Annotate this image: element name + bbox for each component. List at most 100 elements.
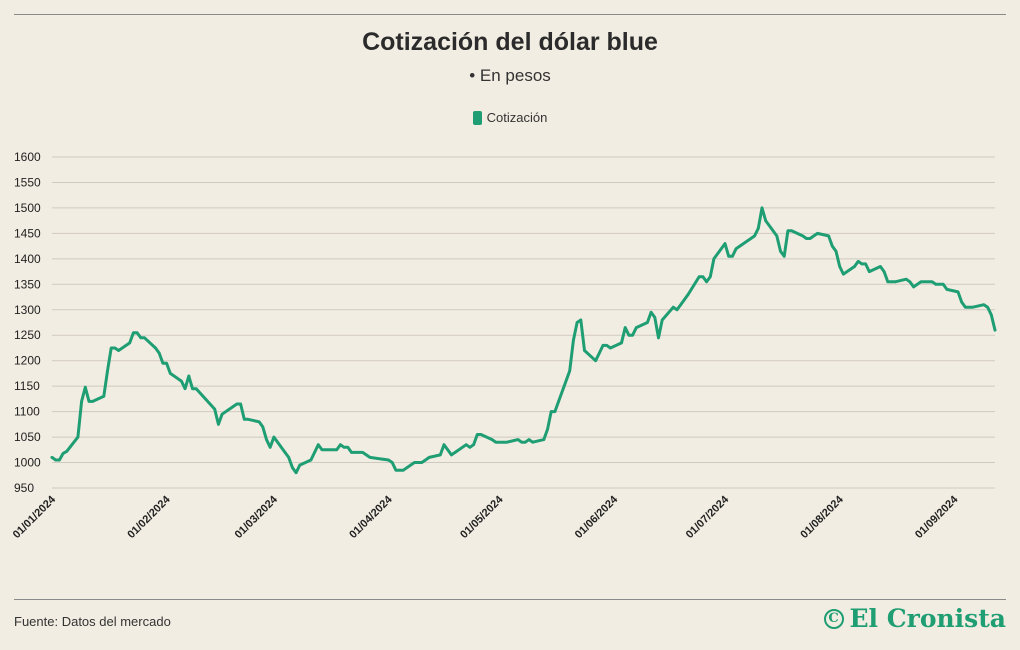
data-point	[424, 458, 427, 462]
data-point	[294, 471, 298, 475]
data-point	[675, 308, 679, 312]
y-tick-label: 1200	[14, 354, 41, 368]
data-point	[453, 451, 457, 454]
data-point	[838, 265, 841, 268]
data-point	[420, 461, 424, 464]
x-tick-label: 01/06/2024	[573, 493, 621, 541]
data-point	[464, 443, 468, 447]
data-point	[775, 234, 779, 238]
data-point	[886, 280, 890, 284]
data-point	[243, 418, 246, 421]
data-point	[635, 326, 638, 329]
data-point	[257, 420, 261, 424]
data-point	[601, 344, 605, 347]
data-point	[91, 400, 94, 403]
data-point	[549, 410, 553, 413]
data-point	[169, 372, 172, 375]
data-point	[649, 311, 653, 314]
data-point	[572, 339, 575, 342]
data-point	[442, 443, 446, 447]
data-point	[265, 438, 268, 441]
data-point	[132, 331, 135, 334]
data-point	[531, 440, 534, 444]
data-point	[986, 305, 989, 309]
data-point	[657, 336, 660, 340]
data-point	[623, 326, 627, 329]
data-point	[723, 242, 727, 245]
data-point	[109, 346, 113, 350]
data-point	[579, 318, 583, 322]
data-point	[106, 369, 109, 373]
data-point	[61, 452, 65, 455]
data-point	[827, 234, 830, 238]
data-point	[365, 453, 368, 457]
x-axis-ticks: 01/01/2024 01/02/2024 01/03/2024 01/04/2024…	[11, 493, 961, 541]
data-point	[390, 461, 394, 464]
data-point	[165, 361, 168, 365]
data-point	[324, 448, 328, 452]
data-point	[731, 255, 734, 258]
data-point	[982, 303, 986, 306]
data-point	[934, 283, 938, 286]
y-tick-label: 1100	[14, 405, 40, 419]
data-point	[631, 333, 634, 337]
data-point	[583, 349, 586, 352]
legend: Cotización	[0, 110, 1020, 125]
data-point	[594, 359, 597, 362]
data-point	[287, 456, 291, 459]
line-chart: 950 1000 1050 1100 1150 1200 1250 1300 1350 1400 1…	[11, 150, 997, 541]
data-point	[194, 387, 198, 390]
y-tick-label: 1500	[14, 201, 41, 215]
data-point	[54, 458, 57, 462]
y-tick-label: 950	[14, 481, 34, 495]
x-tick-label: 01/01/2024	[11, 493, 59, 541]
data-point	[272, 435, 276, 439]
data-point	[501, 440, 505, 444]
data-point	[117, 349, 120, 352]
data-point	[50, 456, 54, 459]
data-point	[646, 321, 649, 324]
bottom-divider	[14, 599, 1006, 600]
data-point	[967, 305, 971, 309]
data-point	[342, 446, 346, 449]
brand-logo: C El Cronista	[823, 604, 1006, 633]
data-point	[58, 458, 61, 462]
data-point	[268, 446, 272, 449]
data-point	[220, 412, 224, 416]
data-point	[416, 461, 420, 464]
chart-subtitle: • En pesos	[469, 66, 551, 85]
data-point	[945, 288, 949, 291]
data-point	[161, 361, 165, 365]
data-point	[779, 249, 782, 253]
data-point	[398, 468, 401, 472]
data-point	[805, 237, 808, 240]
top-divider	[14, 14, 1006, 15]
x-tick-label: 01/02/2024	[125, 493, 173, 541]
data-point	[65, 450, 69, 453]
chart-title: Cotización del dólar blue	[362, 28, 658, 56]
data-point	[427, 456, 431, 459]
data-point	[856, 260, 860, 263]
data-point	[235, 402, 239, 406]
data-point	[313, 451, 316, 454]
data-point	[239, 402, 242, 406]
data-point	[757, 227, 760, 230]
data-point	[387, 458, 390, 462]
x-tick-label: 01/05/2024	[458, 493, 506, 541]
data-point	[76, 435, 80, 439]
data-point	[361, 451, 364, 454]
data-point	[80, 400, 83, 403]
series-line-cotizacion	[50, 206, 997, 475]
data-point	[527, 438, 531, 441]
data-point	[727, 255, 730, 258]
data-point	[183, 387, 187, 390]
data-point	[128, 341, 131, 345]
data-point	[919, 280, 923, 284]
data-point	[568, 369, 571, 373]
y-tick-label: 1050	[14, 430, 41, 444]
data-point	[479, 433, 483, 436]
data-point	[154, 346, 157, 350]
data-point	[605, 344, 608, 347]
data-point	[938, 283, 941, 286]
data-point	[446, 448, 450, 452]
